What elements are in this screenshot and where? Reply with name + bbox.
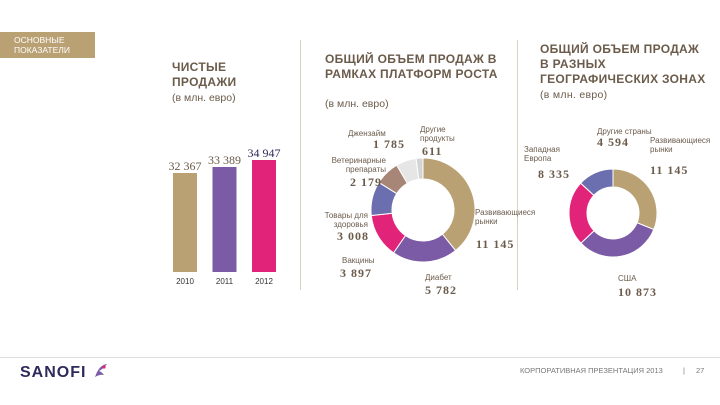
label-other-countries: Другие страны xyxy=(597,127,652,136)
bar-year-label: 2012 xyxy=(255,277,273,286)
value-western-europe: 8 335 xyxy=(538,167,570,181)
value-genzyme: 1 785 xyxy=(373,137,405,151)
value-consumer-health: 3 008 xyxy=(337,229,369,243)
bar-year-label: 2011 xyxy=(216,277,234,286)
value-emerging-markets-1: 11 145 xyxy=(476,237,515,251)
value-veterinary: 2 179 xyxy=(350,175,382,189)
bar-value-label: 32 367 xyxy=(169,159,202,173)
growth-platforms-subtitle: (в млн. евро) xyxy=(325,98,389,110)
label-emerging-markets-2: Развивающиеся рынки xyxy=(650,136,711,154)
bird-logo-icon xyxy=(94,364,107,377)
net-sales-bar-chart: 32 367 2010 33 389 2011 34 947 2012 xyxy=(169,146,281,286)
bar-2012 xyxy=(252,160,276,272)
value-other-countries: 4 594 xyxy=(597,135,629,149)
geo-title-text: ОБЩИЙ ОБЪЕМ ПРОДАЖ В РАЗНЫХ ГЕОГРАФИЧЕСК… xyxy=(540,42,706,86)
geo-donut xyxy=(568,168,658,258)
label-vaccines: Вакцины xyxy=(342,256,375,265)
bar-value-label: 33 389 xyxy=(208,153,241,167)
growth-platforms-donut xyxy=(370,157,476,263)
growth-slice-6 xyxy=(415,157,424,180)
bar-2011 xyxy=(212,167,237,272)
logo-text: SANOFI xyxy=(20,364,87,381)
bar-2010 xyxy=(173,173,197,272)
value-diabetes: 5 782 xyxy=(425,283,457,297)
bar-year-label: 2010 xyxy=(176,277,194,286)
net-sales-subtitle: (в млн. евро) xyxy=(172,92,236,104)
label-genzyme: Джензайм xyxy=(348,129,386,138)
label-diabetes: Диабет xyxy=(425,273,452,282)
label-consumer-health: Товары для здоровья xyxy=(324,211,368,229)
label-western-europe: Западная Европа xyxy=(524,145,560,163)
sanofi-logo: SANOFI xyxy=(20,362,110,382)
page-number: 27 xyxy=(696,366,705,375)
value-emerging-markets-2: 11 145 xyxy=(650,163,689,177)
label-emerging-markets-1: Развивающиеся рынки xyxy=(475,208,536,226)
net-sales-title: ЧИСТЫЕ ПРОДАЖИ xyxy=(172,60,237,89)
label-usa: США xyxy=(618,274,637,283)
footer-divider xyxy=(0,357,720,358)
value-vaccines: 3 897 xyxy=(340,266,372,280)
value-other-products: 611 xyxy=(422,144,443,158)
growth-slice-0 xyxy=(422,157,476,252)
geo-slice-3 xyxy=(579,168,614,197)
label-other-products: Другие продукты xyxy=(420,125,455,143)
value-usa: 10 873 xyxy=(618,285,657,299)
footer-caption: КОРПОРАТИВНАЯ ПРЕЗЕНТАЦИЯ 2013 xyxy=(520,366,663,375)
geo-subtitle: (в млн. евро) xyxy=(540,89,608,101)
growth-platforms-title: ОБЩИЙ ОБЪЕМ ПРОДАЖ В РАМКАХ ПЛАТФОРМ РОС… xyxy=(325,52,498,81)
geo-slice-0 xyxy=(612,168,658,231)
label-veterinary: Ветеринарные препараты xyxy=(331,156,386,174)
divider-left xyxy=(300,40,301,290)
footer-separator: | xyxy=(683,366,685,375)
geo-title: ОБЩИЙ ОБЪЕМ ПРОДАЖ В РАЗНЫХ ГЕОГРАФИЧЕСК… xyxy=(540,42,710,103)
divider-right xyxy=(517,40,518,290)
bar-value-label: 34 947 xyxy=(248,146,281,160)
section-label: ОСНОВНЫЕ ПОКАЗАТЕЛИ xyxy=(0,32,95,58)
